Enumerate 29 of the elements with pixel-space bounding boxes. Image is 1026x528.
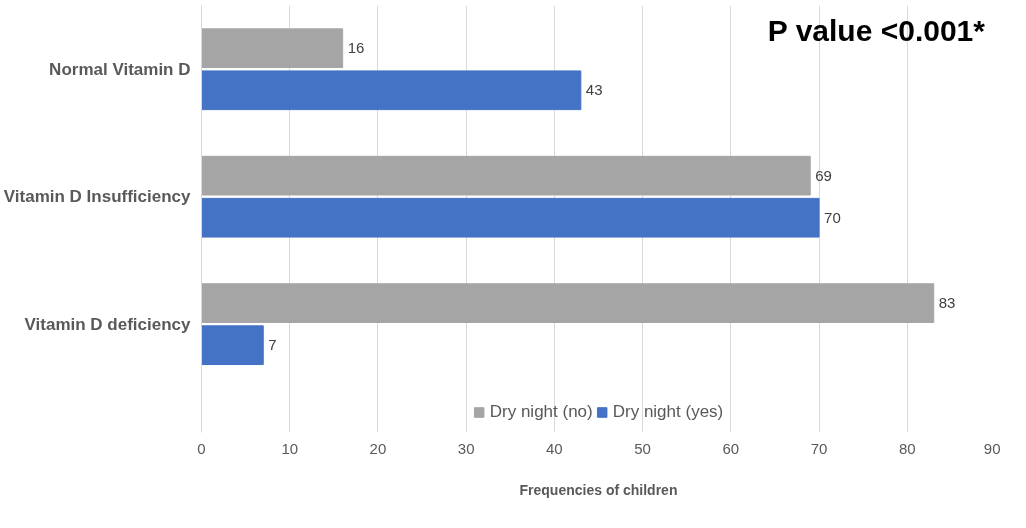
bar xyxy=(201,197,820,238)
x-tick-label: 20 xyxy=(369,439,387,457)
bar xyxy=(201,325,264,366)
bar xyxy=(201,155,811,196)
data-label: 16 xyxy=(347,39,365,57)
x-tick-label: 80 xyxy=(898,439,916,457)
x-tick-label: 70 xyxy=(810,439,828,457)
legend-label: Dry night (yes) xyxy=(612,402,724,422)
bar xyxy=(201,70,582,111)
x-axis-title: Frequencies of children xyxy=(519,481,678,498)
x-tick-label: 0 xyxy=(197,439,206,457)
x-tick-label: 40 xyxy=(546,439,563,457)
legend-label: Dry night (no) xyxy=(489,402,593,422)
y-tick-label: Vitamin D deficiency xyxy=(24,314,192,334)
data-label: 7 xyxy=(268,336,277,354)
x-tick-label: 10 xyxy=(281,439,299,457)
bar xyxy=(201,28,344,69)
data-label: 69 xyxy=(815,166,832,184)
bar xyxy=(201,283,935,323)
x-tick-label: 30 xyxy=(457,439,475,457)
data-label: 70 xyxy=(824,208,841,226)
x-tick-label: 50 xyxy=(634,439,651,457)
data-label: 83 xyxy=(938,294,956,312)
annotation: P value <0.001* xyxy=(767,13,986,47)
x-tick-label: 90 xyxy=(983,439,1001,457)
x-tick-label: 60 xyxy=(722,439,740,457)
y-tick-label: Normal Vitamin D xyxy=(49,59,191,79)
y-tick-label: Vitamin D Insufficiency xyxy=(3,187,192,207)
data-label: 43 xyxy=(585,81,603,99)
